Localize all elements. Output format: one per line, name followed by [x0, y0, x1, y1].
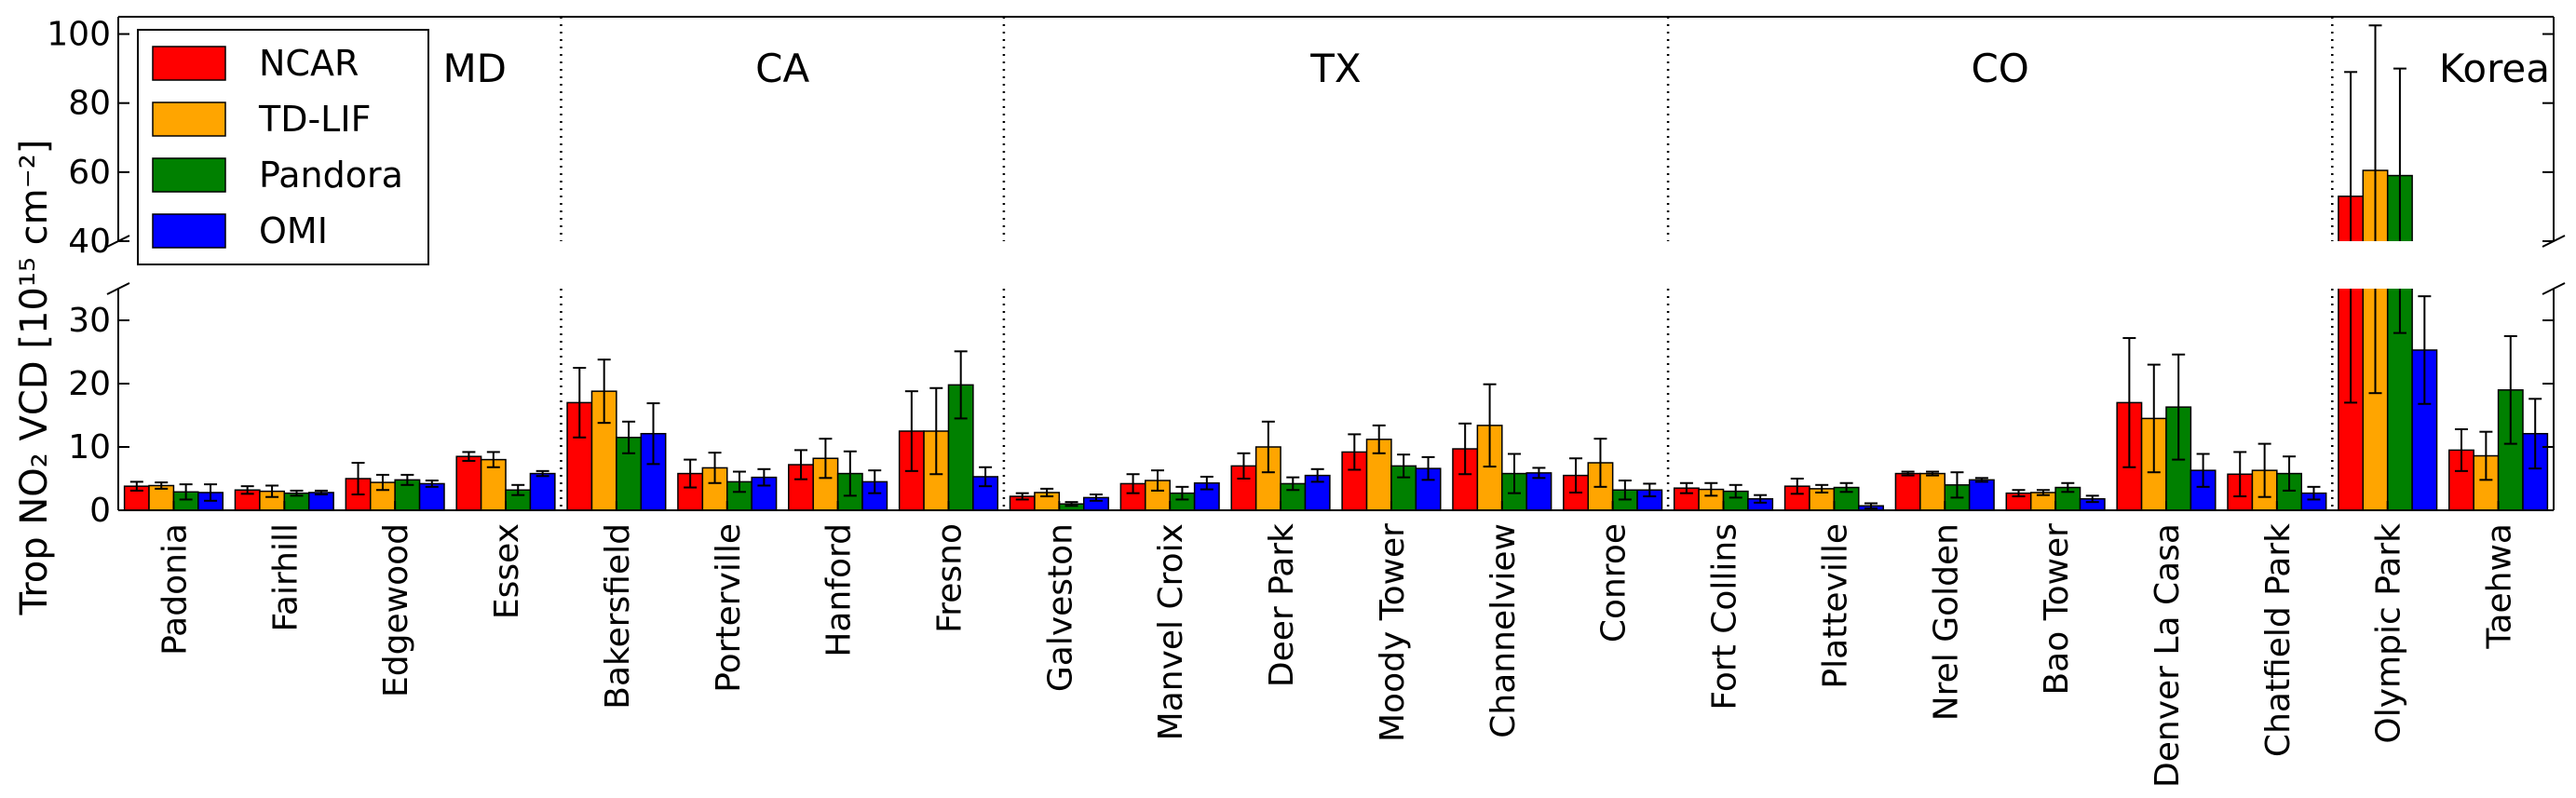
axis-break-mark [2542, 282, 2566, 295]
y-axis-label: Trop NO₂ VCD [10¹⁵ cm⁻²] [13, 140, 56, 616]
region-label: MD [442, 46, 507, 91]
category-label: Fairhill [266, 523, 305, 631]
category-label: Fresno [930, 523, 969, 633]
category-label: Hanford [820, 523, 859, 657]
category-label: Edgewood [377, 523, 415, 697]
category-label: Nrel Golden [1927, 523, 1965, 721]
bar [529, 472, 556, 510]
region-label: Korea [2439, 46, 2550, 91]
category-label: Platteville [1816, 523, 1854, 689]
axis-break-mark [2542, 235, 2566, 248]
category-label: Denver La Casa [2149, 523, 2187, 788]
category-label: Conroe [1595, 523, 1634, 642]
y-upper-tick-label: 100 [47, 16, 111, 54]
bar [972, 476, 999, 510]
legend-swatch [152, 46, 226, 81]
axis-break-mark [106, 235, 130, 248]
legend-label: Pandora [259, 155, 403, 196]
bar [1968, 479, 1995, 510]
category-label: Bao Tower [2038, 523, 2076, 696]
bars-lower [123, 289, 2549, 510]
region-label: CO [1971, 46, 2028, 91]
y-upper-tick-label: 80 [68, 85, 111, 123]
category-label: Essex [488, 523, 526, 619]
bar [1919, 472, 1946, 510]
category-label: Channelview [1485, 523, 1523, 738]
legend-swatch [152, 157, 226, 193]
bar [480, 458, 507, 510]
region-label: TX [1309, 46, 1361, 91]
category-label: Bakersfield [599, 523, 637, 710]
bar [1894, 472, 1921, 510]
bar [751, 476, 778, 510]
category-label: Taehwa [2481, 523, 2519, 650]
category-label: Manvel Croix [1152, 523, 1190, 740]
category-label: Moody Tower [1374, 523, 1412, 742]
upper-axes: 40 60 80 100 MD CA TX CO Korea [47, 16, 2555, 261]
category-label: Chatfield Park [2259, 523, 2298, 757]
category-label: Galveston [1041, 523, 1079, 692]
y-upper-tick-label: 60 [68, 154, 111, 192]
y-lower-tick-label: 30 [68, 302, 111, 340]
y-lower-tick-label: 0 [89, 492, 111, 530]
legend-label: TD-LIF [258, 99, 371, 140]
legend-label: NCAR [259, 43, 359, 84]
axis-break-mark [106, 282, 130, 295]
category-label: Fort Collins [1706, 523, 1744, 710]
region-label: CA [755, 46, 809, 91]
category-label: Porterville [710, 523, 748, 693]
legend-swatch [152, 213, 226, 249]
legend: NCAR TD-LIF Pandora OMI [137, 29, 429, 265]
y-lower-tick-label: 10 [68, 428, 111, 467]
y-lower-tick-label: 20 [68, 365, 111, 403]
category-label: Olympic Park [2370, 523, 2408, 744]
lower-axes: 0 10 20 30 Padonia Fairhill Edgewood Essex Baker… [68, 289, 2555, 788]
y-upper-tick-label: 40 [68, 223, 111, 261]
category-label: Padonia [156, 523, 194, 656]
category-label: Deer Park [1263, 523, 1301, 687]
legend-swatch [152, 101, 226, 137]
bars-upper [2338, 24, 2413, 241]
legend-label: OMI [259, 210, 328, 251]
bar [455, 455, 482, 510]
bar [1525, 472, 1552, 510]
